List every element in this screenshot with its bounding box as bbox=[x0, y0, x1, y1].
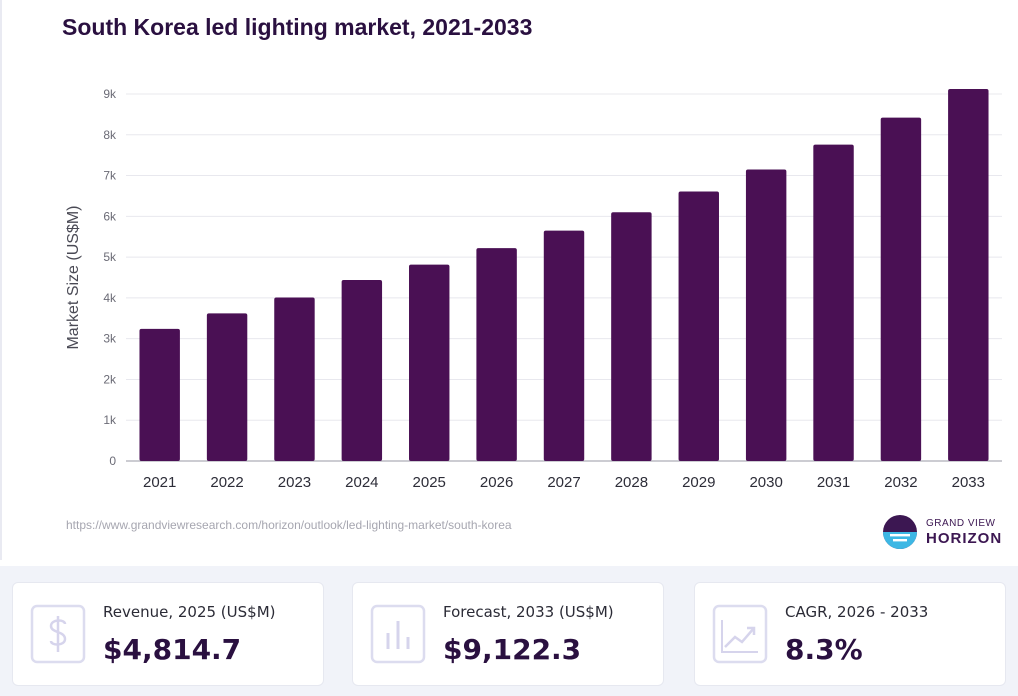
x-tick-label: 2024 bbox=[345, 474, 378, 491]
bar bbox=[745, 169, 787, 461]
bar-chart-icon bbox=[370, 604, 426, 664]
x-tick-label: 2029 bbox=[682, 474, 715, 491]
bar bbox=[139, 328, 180, 461]
x-tick-label: 2025 bbox=[413, 474, 446, 491]
x-tick-label: 2033 bbox=[952, 474, 985, 491]
bar bbox=[274, 297, 315, 461]
y-tick-label: 9k bbox=[103, 87, 117, 101]
y-tick-label: 7k bbox=[103, 169, 117, 183]
source-url: https://www.grandviewresearch.com/horizo… bbox=[66, 518, 512, 532]
x-tick-label: 2023 bbox=[278, 474, 311, 491]
bar bbox=[206, 313, 248, 461]
stat-value: $4,814.7 bbox=[103, 633, 242, 666]
dollar-icon bbox=[30, 604, 86, 664]
bar bbox=[813, 144, 854, 461]
logo-text-bottom: HORIZON bbox=[926, 530, 1003, 547]
stat-card-forecast: Forecast, 2033 (US$M) $9,122.3 bbox=[352, 582, 664, 686]
x-tick-label: 2031 bbox=[817, 474, 850, 491]
stat-card-cagr: CAGR, 2026 - 2033 8.3% bbox=[694, 582, 1006, 686]
x-tick-label: 2030 bbox=[749, 474, 782, 491]
x-tick-label: 2026 bbox=[480, 474, 513, 491]
x-tick-label: 2027 bbox=[547, 474, 580, 491]
bar bbox=[611, 212, 652, 461]
chart-panel: South Korea led lighting market, 2021-20… bbox=[0, 0, 1002, 560]
bar bbox=[341, 279, 383, 461]
y-tick-label: 4k bbox=[103, 291, 117, 305]
trend-up-icon bbox=[712, 604, 768, 664]
bar bbox=[948, 89, 989, 461]
logo-text-top: GRAND VIEW bbox=[926, 518, 996, 529]
bar bbox=[409, 264, 450, 461]
stat-value: $9,122.3 bbox=[443, 633, 582, 666]
stat-label: Forecast, 2033 (US$M) bbox=[443, 603, 614, 621]
bar bbox=[678, 191, 719, 461]
y-tick-label: 2k bbox=[103, 372, 117, 386]
x-tick-label: 2028 bbox=[615, 474, 648, 491]
y-tick-label: 1k bbox=[103, 413, 117, 427]
y-tick-label: 6k bbox=[103, 209, 117, 223]
chart-title: South Korea led lighting market, 2021-20… bbox=[62, 14, 533, 40]
bar bbox=[476, 248, 517, 461]
y-tick-label: 3k bbox=[103, 332, 117, 346]
x-tick-label: 2032 bbox=[884, 474, 917, 491]
y-tick-label: 8k bbox=[103, 128, 117, 142]
bar bbox=[543, 230, 585, 461]
x-tick-label: 2021 bbox=[143, 474, 176, 491]
bar-chart: 0 1k 2k 3k 4k 5k 6k 7k 8k 9k Market Size (US$M) 202… bbox=[65, 87, 1002, 491]
grand-view-horizon-logo: GRAND VIEW HORIZON bbox=[882, 512, 1002, 552]
y-axis-title: Market Size (US$M) bbox=[65, 205, 82, 349]
stat-label: Revenue, 2025 (US$M) bbox=[103, 603, 276, 621]
bar bbox=[880, 117, 922, 461]
stat-value: 8.3% bbox=[785, 633, 863, 666]
horizon-logo-icon bbox=[883, 515, 917, 549]
stat-card-revenue: Revenue, 2025 (US$M) $4,814.7 bbox=[12, 582, 324, 686]
x-tick-label: 2022 bbox=[210, 474, 243, 491]
y-tick-label: 0 bbox=[109, 454, 116, 468]
stat-label: CAGR, 2026 - 2033 bbox=[785, 603, 929, 621]
y-tick-label: 5k bbox=[103, 250, 117, 264]
